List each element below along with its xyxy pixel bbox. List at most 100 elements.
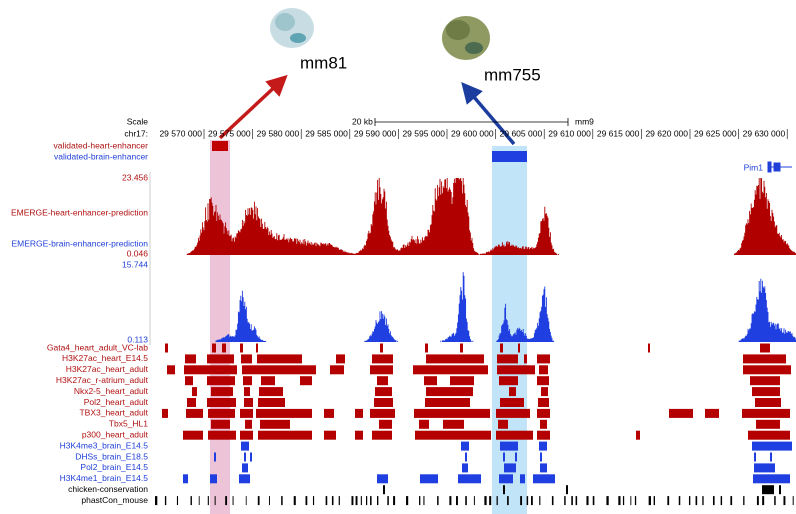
feature-block: [207, 496, 209, 506]
scale-bar: [374, 118, 569, 126]
feature-block: [770, 452, 772, 462]
signal-min: 0.113: [127, 334, 148, 344]
track-label: p300_heart_adult: [82, 429, 149, 439]
track-label: TBX3_heart_adult: [79, 408, 148, 418]
feature-block: [355, 408, 363, 418]
feature-block: [245, 419, 252, 429]
feature-block: [509, 387, 516, 397]
feature-block: [592, 496, 595, 506]
feature-block: [355, 430, 363, 440]
feature-block: [437, 496, 439, 506]
feature-block: [653, 496, 655, 506]
feature-track: [211, 419, 780, 429]
gene-label: Pim1: [744, 162, 764, 172]
feature-block: [293, 496, 296, 506]
feature-block: [300, 376, 312, 386]
feature-block: [164, 496, 167, 506]
feature-block: [756, 496, 759, 506]
feature-block: [756, 419, 780, 429]
feature-block: [669, 408, 693, 418]
feature-track: [214, 452, 772, 462]
position-label: 29 615 000: [597, 128, 640, 138]
position-label: 29 570 000: [159, 128, 202, 138]
feature-block: [533, 474, 555, 484]
feature-block: [524, 354, 527, 364]
position-label: 29 575 000: [208, 128, 251, 138]
track-label: validated-heart-enhancer: [53, 140, 148, 150]
feature-block: [212, 343, 216, 353]
feature-block: [499, 376, 518, 386]
feature-block: [383, 485, 385, 495]
feature-block: [419, 496, 421, 506]
feature-block: [484, 496, 487, 506]
feature-block: [351, 496, 354, 506]
feature-track: [242, 463, 775, 473]
feature-block: [426, 387, 473, 397]
embryo-mm755: [442, 16, 490, 60]
signal-profile: [186, 178, 796, 255]
feature-block: [393, 496, 396, 506]
feature-block: [187, 398, 196, 407]
feature-block: [586, 496, 589, 506]
feature-block: [702, 496, 704, 506]
feature-block: [243, 376, 252, 386]
feature-block: [241, 441, 249, 451]
feature-block: [242, 463, 248, 473]
feature-block: [618, 496, 621, 506]
feature-block: [743, 496, 745, 506]
feature-block: [500, 343, 503, 353]
feature-block: [210, 474, 217, 484]
feature-block: [754, 452, 756, 462]
signal-name: EMERGE-brain-enhancer-prediction: [11, 238, 148, 248]
feature-block: [496, 496, 498, 506]
feature-block: [792, 496, 794, 506]
feature-block: [336, 354, 345, 364]
feature-block: [500, 398, 524, 407]
feature-block: [760, 343, 770, 353]
feature-block: [375, 387, 392, 397]
feature-block: [566, 485, 568, 495]
feature-block: [370, 408, 395, 418]
feature-block: [783, 496, 786, 506]
feature-block: [244, 387, 250, 397]
feature-block: [198, 496, 200, 506]
feature-block: [720, 496, 723, 506]
feature-block: [539, 441, 547, 451]
feature-block: [214, 452, 216, 462]
feature-block: [419, 419, 429, 429]
feature-block: [331, 496, 334, 506]
feature-block: [503, 485, 505, 495]
track-label: H3K4me3_brain_E14.5: [60, 440, 149, 450]
feature-block: [374, 398, 393, 407]
feature-block: [370, 365, 393, 375]
feature-block: [183, 430, 203, 440]
feature-block: [413, 365, 488, 375]
feature-block: [450, 376, 474, 386]
feature-block: [244, 452, 246, 462]
signal-max: 15.744: [122, 259, 148, 269]
feature-block: [245, 496, 247, 506]
feature-block: [465, 452, 467, 462]
feature-block: [261, 376, 275, 386]
feature-block: [537, 354, 550, 364]
feature-block: [667, 496, 670, 506]
feature-block: [497, 354, 518, 364]
feature-block: [489, 496, 492, 506]
enhancer-block: [492, 151, 527, 162]
feature-block: [531, 496, 533, 506]
feature-block: [537, 408, 550, 418]
feature-block: [504, 463, 516, 473]
arrow: [461, 82, 516, 146]
feature-block: [551, 496, 554, 506]
feature-block: [260, 419, 290, 429]
feature-block: [167, 365, 175, 375]
feature-block: [208, 408, 235, 418]
feature-block: [460, 343, 463, 353]
feature-block: [500, 441, 518, 451]
feature-block: [250, 452, 252, 462]
image-label: mm755: [484, 65, 541, 84]
feature-block: [268, 496, 270, 506]
feature-block: [648, 496, 651, 506]
feature-block: [305, 496, 308, 506]
